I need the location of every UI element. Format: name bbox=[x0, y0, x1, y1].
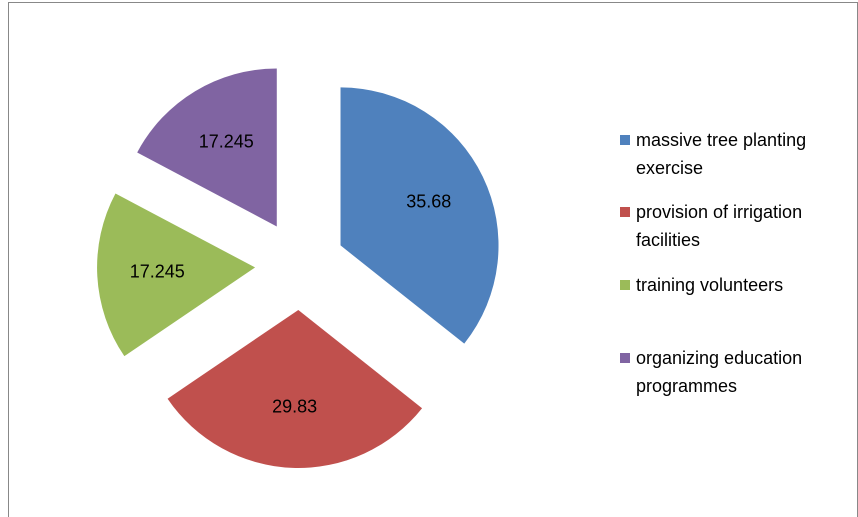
legend-label: provision of irrigation facilities bbox=[636, 202, 803, 250]
legend-item: massive tree planting exercise bbox=[620, 126, 845, 182]
legend-item: training volunteers bbox=[620, 271, 845, 299]
legend-swatch bbox=[620, 353, 630, 363]
legend-item: organizing education programmes bbox=[620, 344, 845, 400]
legend-swatch bbox=[620, 280, 630, 290]
legend-label: organizing education programmes bbox=[636, 348, 803, 396]
legend-swatch bbox=[620, 207, 630, 217]
data-label: 17.245 bbox=[130, 262, 185, 282]
pie-slice bbox=[167, 309, 423, 468]
legend-swatch bbox=[620, 135, 630, 145]
pie-slice bbox=[97, 193, 256, 357]
data-label: 29.83 bbox=[272, 397, 317, 417]
data-label: 35.68 bbox=[406, 192, 451, 212]
legend-label: training volunteers bbox=[636, 275, 784, 295]
legend-label: massive tree planting exercise bbox=[636, 130, 807, 178]
pie-slice bbox=[137, 68, 277, 227]
pie-slice bbox=[340, 87, 499, 344]
legend-item: provision of irrigation facilities bbox=[620, 198, 845, 254]
data-label: 17.245 bbox=[199, 131, 254, 151]
